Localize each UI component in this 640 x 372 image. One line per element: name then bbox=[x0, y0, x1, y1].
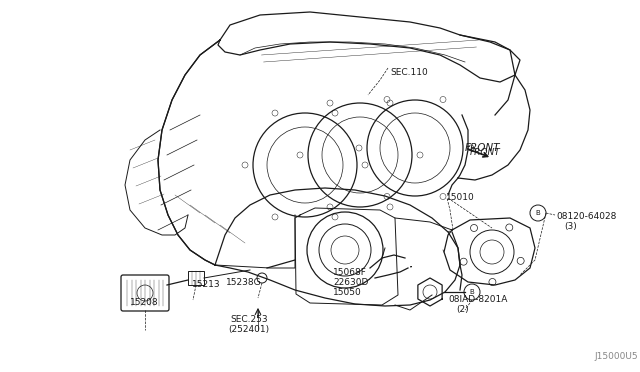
Text: (2): (2) bbox=[456, 305, 468, 314]
Text: 15208: 15208 bbox=[130, 298, 159, 307]
Text: (252401): (252401) bbox=[228, 325, 269, 334]
Text: 08120-64028: 08120-64028 bbox=[556, 212, 616, 221]
Text: J15000U5: J15000U5 bbox=[594, 352, 637, 361]
Text: 15050: 15050 bbox=[333, 288, 362, 297]
Text: B: B bbox=[470, 289, 474, 295]
Text: FRONT: FRONT bbox=[465, 143, 500, 153]
Text: SEC.110: SEC.110 bbox=[390, 68, 428, 77]
Text: 15238G: 15238G bbox=[226, 278, 262, 287]
Text: SEC.253: SEC.253 bbox=[230, 315, 268, 324]
Text: 15213: 15213 bbox=[192, 280, 221, 289]
Text: 15010: 15010 bbox=[446, 193, 475, 202]
Text: (3): (3) bbox=[564, 222, 577, 231]
Text: FRONT: FRONT bbox=[470, 148, 500, 157]
Text: 15068F: 15068F bbox=[333, 268, 367, 277]
FancyArrowPatch shape bbox=[410, 266, 412, 267]
Text: B: B bbox=[536, 210, 540, 216]
Text: 22630D: 22630D bbox=[333, 278, 369, 287]
Bar bbox=[188, 271, 204, 285]
Text: 08IAD-8201A: 08IAD-8201A bbox=[448, 295, 508, 304]
